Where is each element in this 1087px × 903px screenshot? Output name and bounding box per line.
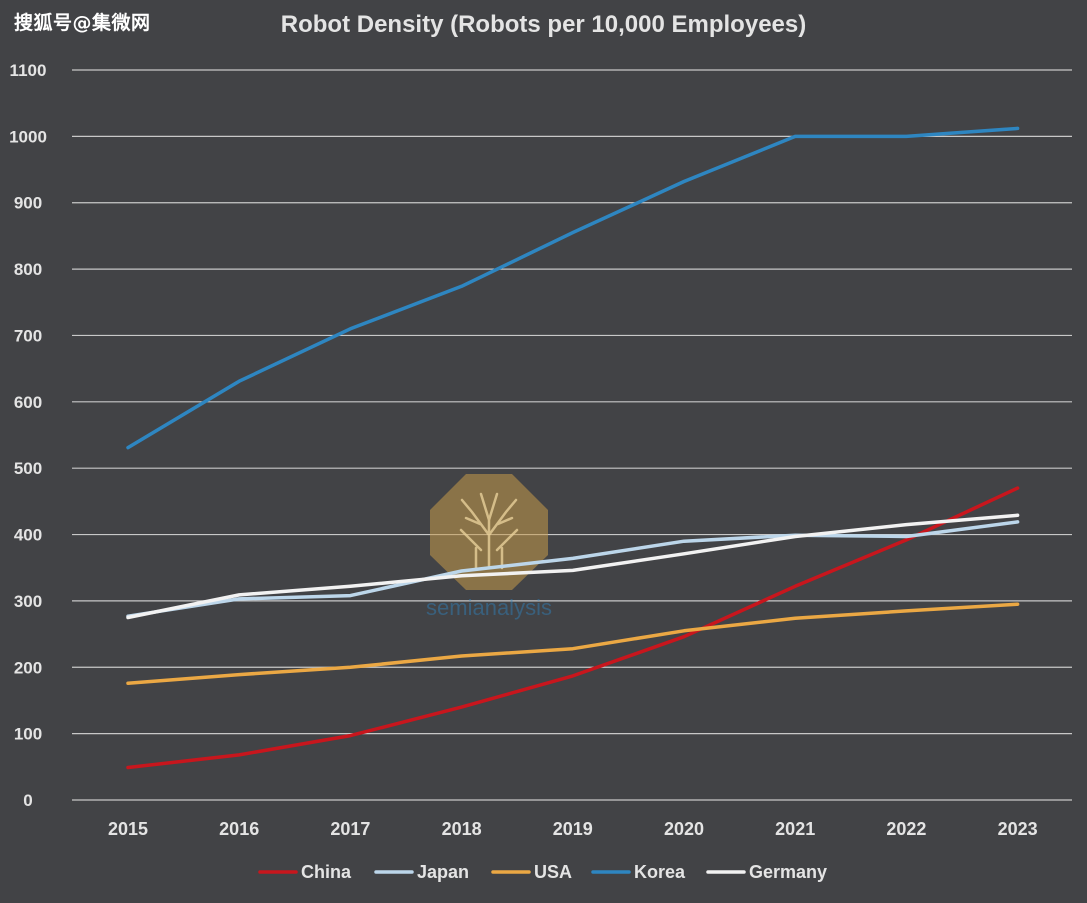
y-tick-label: 1100 xyxy=(10,61,47,80)
legend-item-germany: Germany xyxy=(706,862,827,882)
legend-label: USA xyxy=(534,862,572,882)
semianalysis-logo: semianalysis xyxy=(426,474,552,620)
legend-item-china: China xyxy=(258,862,352,882)
x-tick-label: 2021 xyxy=(775,819,815,839)
x-tick-label: 2020 xyxy=(664,819,704,839)
series-line-china xyxy=(126,486,1020,770)
series-line-usa xyxy=(126,602,1020,685)
series-line-germany xyxy=(126,513,1020,620)
y-tick-label: 500 xyxy=(14,459,42,478)
gridlines xyxy=(72,69,1072,801)
series-lines xyxy=(126,126,1020,770)
x-tick-label: 2022 xyxy=(886,819,926,839)
y-tick-label: 600 xyxy=(14,393,42,412)
legend-item-japan: Japan xyxy=(374,862,469,882)
y-tick-label: 300 xyxy=(14,592,42,611)
legend-label: Japan xyxy=(417,862,469,882)
y-tick-label: 200 xyxy=(14,658,42,677)
x-tick-label: 2018 xyxy=(442,819,482,839)
x-tick-label: 2019 xyxy=(553,819,593,839)
y-tick-label: 700 xyxy=(14,326,42,345)
series-line-japan xyxy=(126,520,1020,618)
x-tick-label: 2023 xyxy=(998,819,1038,839)
x-tick-label: 2016 xyxy=(219,819,259,839)
legend-label: Korea xyxy=(634,862,686,882)
y-axis-ticks: 0 100 200 300 400 500 600 700 800 900 1000 1100 xyxy=(9,61,47,810)
y-tick-label: 100 xyxy=(14,725,42,744)
legend-item-usa: USA xyxy=(491,862,572,882)
logo-text: semianalysis xyxy=(426,595,552,620)
y-tick-label: 900 xyxy=(14,194,42,213)
y-tick-label: 400 xyxy=(14,526,42,545)
x-tick-label: 2017 xyxy=(330,819,370,839)
watermark-text: 搜狐号@集微网 xyxy=(14,12,151,34)
y-tick-label: 1000 xyxy=(9,127,47,146)
x-axis-ticks: 2015 2016 2017 2018 2019 2020 2021 2022 2023 xyxy=(108,819,1038,839)
series-line-korea xyxy=(126,126,1020,450)
legend-label: Germany xyxy=(749,862,827,882)
x-tick-label: 2015 xyxy=(108,819,148,839)
legend: China Japan USA Korea Germany xyxy=(258,862,827,882)
y-tick-label: 0 xyxy=(23,791,32,810)
legend-label: China xyxy=(301,862,352,882)
y-tick-label: 800 xyxy=(14,260,42,279)
chart-title: Robot Density (Robots per 10,000 Employe… xyxy=(280,11,807,38)
legend-item-korea: Korea xyxy=(591,862,686,882)
